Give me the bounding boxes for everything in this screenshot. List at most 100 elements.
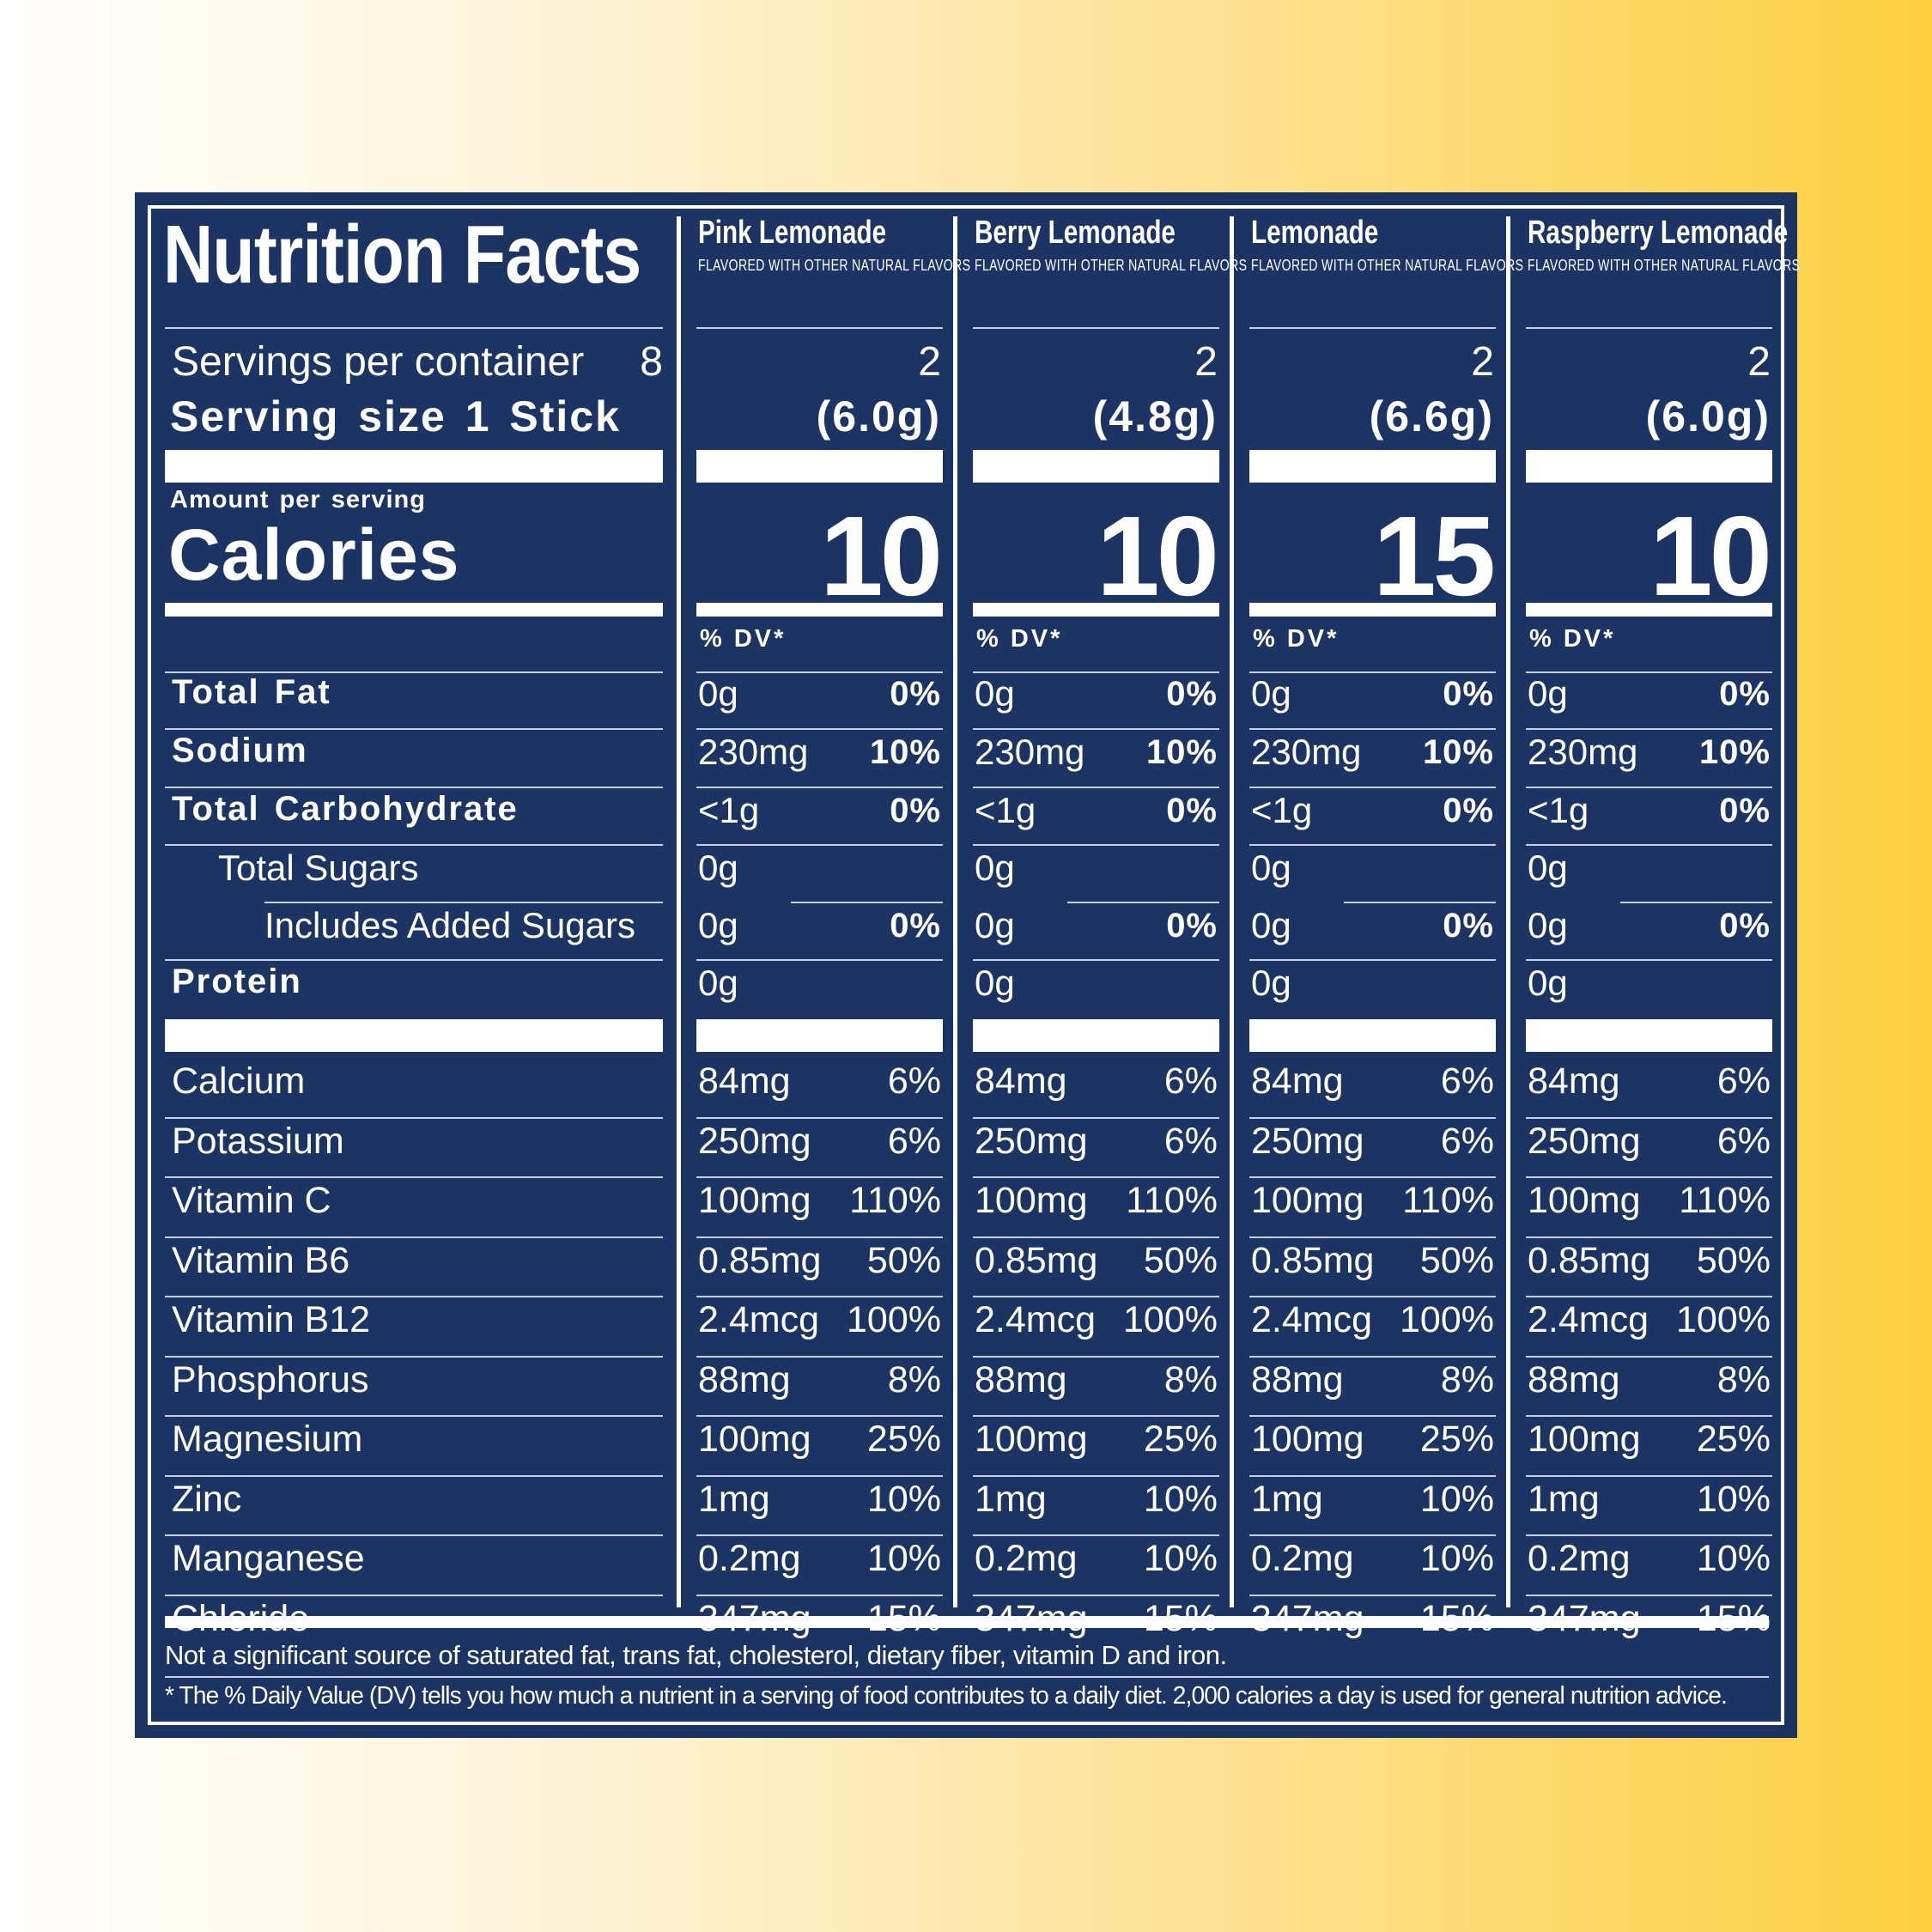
vitamin-dv: 10%: [1696, 1479, 1771, 1520]
thick-bar: [696, 450, 943, 483]
column-separator: [677, 216, 681, 1607]
dv-header: % DV*: [700, 625, 787, 653]
dv-header: % DV*: [1529, 625, 1616, 653]
nutrient-amount: 0g: [1528, 963, 1568, 1003]
divider: [973, 1534, 1219, 1536]
footer-note-daily-value: * The % Daily Value (DV) tells you how m…: [165, 1682, 1728, 1710]
nutrition-panel: Nutrition Facts Servings per container 8…: [135, 192, 1800, 1738]
vitamin-dv: 6%: [1716, 1060, 1771, 1102]
vitamin-dv: 50%: [1143, 1240, 1218, 1281]
nutrient-amount: 0g: [975, 905, 1015, 945]
divider: [1526, 1356, 1772, 1358]
vitamin-label: Vitamin B12: [172, 1299, 371, 1340]
servings-per-container-value: 2: [1194, 339, 1218, 385]
vitamin-label: Phosphorus: [172, 1359, 369, 1400]
thick-bar: [696, 1019, 943, 1052]
serving-size-value: (4.8g): [1092, 392, 1218, 440]
vitamin-amount: 0.85mg: [975, 1240, 1098, 1281]
vitamin-amount: 84mg: [975, 1060, 1067, 1102]
vitamin-amount: 88mg: [1251, 1359, 1344, 1400]
vitamin-dv: 100%: [1400, 1299, 1494, 1340]
vitamin-amount: 84mg: [1528, 1060, 1620, 1102]
serving-size-value: (6.0g): [1645, 392, 1771, 440]
nutrient-dv: 0%: [1166, 792, 1218, 829]
calories-value: 10: [1649, 493, 1772, 619]
divider: [165, 787, 663, 788]
divider: [973, 844, 1219, 846]
flavor-column-2: Berry Lemonade FLAVORED WITH OTHER NATURA…: [973, 215, 1247, 1639]
vitamin-dv: 25%: [1696, 1419, 1771, 1460]
divider: [165, 1236, 663, 1238]
divider: [973, 1296, 1219, 1297]
divider: [973, 1117, 1219, 1119]
vitamin-label: Vitamin B6: [172, 1240, 350, 1281]
vitamin-amount: 250mg: [1251, 1121, 1364, 1162]
vitamin-dv: 50%: [1696, 1240, 1771, 1281]
vitamin-amount: 0.85mg: [698, 1240, 822, 1281]
vitamin-amount: 1mg: [1251, 1479, 1323, 1520]
divider: [1526, 959, 1772, 961]
divider: [973, 787, 1219, 788]
vitamin-amount: 88mg: [698, 1359, 791, 1400]
nutrient-amount: 0g: [1528, 673, 1568, 714]
nutrient-amount: 0g: [698, 905, 738, 945]
vitamin-dv: 8%: [1163, 1359, 1218, 1400]
servings-per-container-label: Servings per container: [172, 339, 585, 385]
divider: [1526, 728, 1772, 730]
vitamin-dv: 8%: [1716, 1359, 1771, 1400]
vitamin-dv: 10%: [1143, 1538, 1218, 1579]
divider: [1249, 327, 1496, 329]
divider: [165, 1534, 663, 1536]
vitamin-dv: 25%: [1419, 1419, 1494, 1460]
serving-size-value: (6.6g): [1369, 392, 1494, 440]
vitamin-amount: 0.2mg: [975, 1538, 1078, 1579]
divider: [165, 959, 663, 961]
nutrient-dv: 10%: [1698, 733, 1771, 771]
vitamin-label: Magnesium: [172, 1419, 363, 1460]
nutrient-amount: <1g: [698, 790, 760, 830]
divider: [1526, 1534, 1772, 1536]
divider: [165, 1475, 663, 1477]
divider: [973, 959, 1219, 961]
vitamin-amount: 2.4mcg: [1251, 1299, 1373, 1340]
divider: [1249, 1117, 1496, 1119]
nutrition-facts-title: Nutrition Facts: [163, 209, 641, 301]
servings-per-container-value: 2: [918, 339, 941, 385]
divider: [973, 1475, 1219, 1477]
nutrient-amount: 230mg: [975, 732, 1085, 772]
dv-header: % DV*: [976, 625, 1063, 653]
nutrient-label: Sodium: [172, 732, 308, 769]
thick-bar: [696, 603, 943, 617]
vitamin-dv: 6%: [1163, 1121, 1218, 1162]
vitamin-amount: 2.4mcg: [1528, 1299, 1649, 1340]
divider: [696, 959, 943, 961]
flavor-name: Pink Lemonade: [698, 215, 887, 251]
servings-per-container-value: 2: [1471, 339, 1494, 385]
divider: [1526, 1415, 1772, 1417]
divider: [1526, 1595, 1772, 1596]
thick-bar: [1249, 450, 1496, 483]
nutrient-dv: 10%: [1422, 733, 1494, 771]
nutrient-amount: 0g: [1528, 848, 1568, 888]
nutrient-label: Total Sugars: [218, 848, 419, 888]
divider: [165, 1415, 663, 1417]
flavor-subtitle: FLAVORED WITH OTHER NATURAL FLAVORS: [975, 257, 1248, 274]
nutrient-dv: 0%: [1166, 907, 1218, 945]
divider: [696, 1595, 943, 1596]
divider: [973, 728, 1219, 730]
divider: [973, 1415, 1219, 1417]
nutrient-dv: 0%: [1443, 675, 1494, 713]
divider: [165, 844, 663, 846]
divider: [973, 671, 1219, 673]
vitamin-amount: 0.2mg: [1251, 1538, 1354, 1579]
nutrient-dv: 0%: [890, 675, 941, 713]
calories-value: 10: [1097, 493, 1219, 619]
vitamin-dv: 110%: [1679, 1180, 1771, 1221]
vitamin-dv: 10%: [1696, 1538, 1771, 1579]
thick-bar: [1249, 1019, 1496, 1052]
divider: [973, 1176, 1219, 1178]
vitamin-dv: 8%: [1440, 1359, 1494, 1400]
column-separator: [1230, 216, 1234, 1607]
divider: [696, 671, 943, 673]
nutrient-dv: 0%: [1443, 907, 1494, 945]
